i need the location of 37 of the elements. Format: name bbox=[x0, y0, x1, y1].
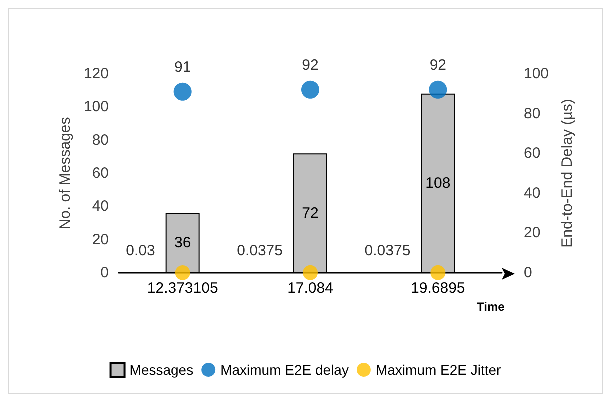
y-tick-label: 80 bbox=[92, 132, 109, 149]
legend-label: Maximum E2E delay bbox=[220, 362, 349, 378]
y2-tick-label: 20 bbox=[524, 224, 541, 242]
data-label: 108 bbox=[426, 174, 451, 192]
y-tick-label: 40 bbox=[92, 198, 109, 216]
data-label: 0.03 bbox=[126, 242, 156, 260]
y2-tick-label: 0 bbox=[524, 264, 532, 282]
point bbox=[175, 265, 190, 280]
y2-tick-label: 40 bbox=[524, 184, 541, 202]
data-label: 36 bbox=[174, 234, 192, 252]
x-tick-label: 12.373105 bbox=[147, 280, 218, 297]
y-tick-label: 100 bbox=[84, 98, 109, 116]
x-tick-label: 19.6895 bbox=[411, 280, 466, 297]
y-tick-label: 20 bbox=[92, 231, 109, 248]
data-label: 0.0375 bbox=[237, 242, 283, 260]
data-label: 92 bbox=[302, 56, 319, 74]
legend-label: Maximum E2E Jitter bbox=[376, 362, 502, 378]
point bbox=[429, 80, 448, 99]
y2-tick-label: 100 bbox=[524, 66, 550, 82]
x-tick-label: 17.084 bbox=[288, 280, 334, 297]
y-tick-label: 120 bbox=[84, 66, 109, 82]
y-axis-title: No. of Messages bbox=[57, 117, 74, 230]
legend-label: Messages bbox=[130, 362, 194, 378]
data-label: 91 bbox=[174, 58, 192, 76]
y2-tick-label: 80 bbox=[524, 105, 541, 122]
data-label: 92 bbox=[430, 56, 447, 74]
data-label: 72 bbox=[302, 204, 319, 222]
point bbox=[302, 80, 320, 99]
point bbox=[430, 265, 446, 280]
point bbox=[303, 265, 318, 280]
y-tick-label: 0 bbox=[100, 264, 109, 282]
point bbox=[174, 82, 192, 101]
x-axis-title: Time bbox=[477, 300, 506, 314]
y2-axis-title: End-to-End Delay (µs) bbox=[558, 99, 576, 248]
data-label: 0.0375 bbox=[364, 242, 411, 260]
y2-tick-label: 60 bbox=[524, 145, 541, 162]
y-tick-label: 60 bbox=[92, 165, 109, 182]
